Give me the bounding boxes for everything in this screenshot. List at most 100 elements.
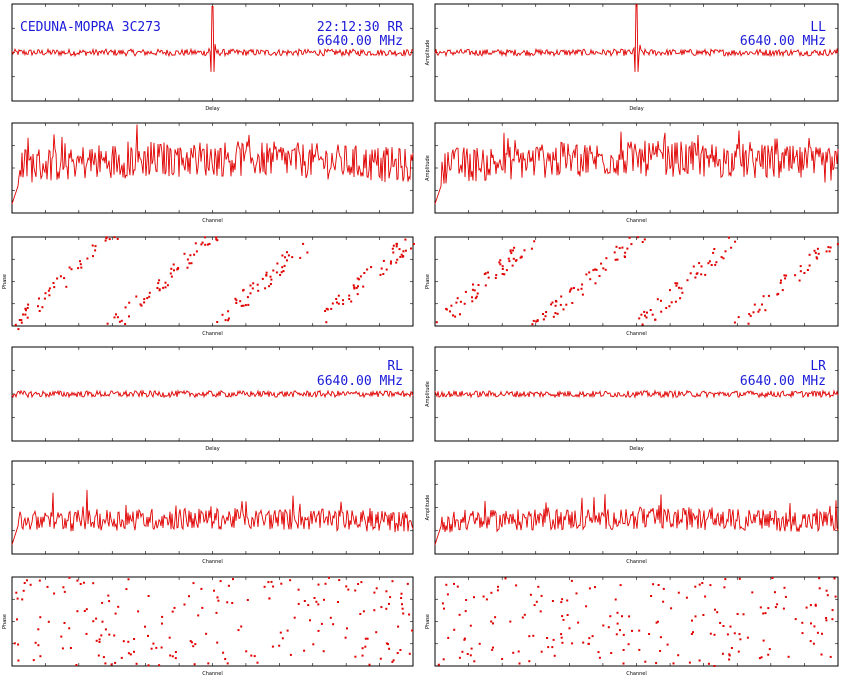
phase-point (455, 301, 458, 304)
phase-point (614, 598, 617, 601)
phase-point (330, 307, 333, 310)
phase-point (360, 581, 363, 584)
phase-point (364, 637, 367, 640)
phase-point (492, 646, 494, 649)
phase-point (458, 613, 461, 616)
phase-point (562, 308, 565, 311)
phase-point (689, 272, 692, 275)
phase-point (120, 656, 123, 659)
phase-point (124, 306, 127, 309)
lr-polarization-label: LR (810, 359, 826, 374)
phase-point (818, 587, 821, 590)
phase-point (529, 593, 532, 596)
phase-point (728, 653, 731, 656)
phase-point (544, 315, 547, 318)
phase-point (554, 299, 557, 302)
phase-point (801, 621, 804, 624)
phase-point (803, 272, 806, 274)
phase-point (106, 322, 109, 325)
phase-point (18, 319, 21, 321)
phase-point (546, 637, 549, 639)
phase-point (26, 579, 28, 582)
phase-point (626, 247, 629, 250)
phase-point (518, 662, 521, 665)
phase-point (21, 598, 24, 601)
phase-point (622, 633, 625, 636)
phase-point (356, 293, 359, 296)
phase-point (52, 282, 55, 284)
phase-point (279, 631, 282, 634)
phase-point (400, 253, 403, 256)
phase-point (127, 640, 130, 643)
phase-point (373, 591, 376, 594)
phase-point (722, 257, 725, 260)
phase-point (335, 298, 338, 300)
phase-point (738, 633, 741, 636)
phase-point (65, 285, 68, 288)
phase-point (396, 258, 399, 261)
y-axis-title: Phase (425, 274, 431, 289)
phase-point (710, 264, 713, 266)
phase-point (685, 596, 688, 599)
phase-point (622, 649, 625, 651)
phase-point (507, 257, 510, 260)
phase-point (158, 279, 161, 282)
phase-point (303, 649, 306, 652)
phase-point (249, 292, 252, 295)
phase-point (94, 249, 97, 252)
phase-point (532, 634, 535, 637)
phase-point (441, 602, 444, 605)
phase-point (565, 303, 568, 306)
phase-point (622, 662, 625, 665)
phase-point (253, 655, 256, 658)
phase-point (767, 294, 770, 297)
phase-point (698, 659, 701, 662)
phase-point (540, 594, 543, 597)
phase-point (148, 295, 151, 298)
phase-point (641, 241, 644, 243)
phase-point (810, 622, 812, 625)
phase-point (332, 623, 335, 626)
phase-point (402, 612, 405, 615)
phase-point (392, 659, 395, 662)
phase-point (195, 250, 198, 253)
phase-point (595, 268, 598, 271)
phase-point (794, 618, 797, 621)
phase-point (777, 292, 780, 295)
phase-point (456, 297, 459, 300)
phase-point (158, 664, 161, 667)
phase-point (162, 286, 165, 289)
phase-point (92, 255, 94, 258)
phase-point (63, 590, 66, 593)
phase-point (17, 659, 20, 662)
phase-point (469, 654, 472, 657)
phase-point (26, 307, 29, 309)
phase-point (660, 299, 662, 302)
phase-point (721, 652, 724, 655)
phase-point (224, 319, 227, 322)
phase-point (286, 629, 289, 632)
phase-point (101, 601, 104, 604)
phase-point (342, 303, 345, 305)
phase-point (551, 646, 554, 649)
phase-point (496, 589, 499, 592)
phase-point (227, 317, 230, 320)
phase-point (364, 645, 367, 648)
phase-point (581, 283, 584, 286)
phase-point (713, 633, 716, 636)
phase-point (450, 304, 453, 307)
phase-point (137, 610, 140, 613)
phase-point (47, 289, 50, 292)
x-axis-title: Channel (202, 218, 223, 224)
phase-point (200, 243, 203, 246)
phase-point (704, 273, 707, 276)
phase-point (437, 663, 440, 666)
y-axis-title: Phase (2, 274, 8, 289)
panel-LL-phase: Channel Phase (425, 236, 839, 337)
phase-point (133, 650, 135, 653)
phase-point (309, 619, 311, 622)
phase-point (542, 313, 544, 315)
phase-point (492, 622, 494, 625)
phase-point (505, 269, 508, 272)
phase-point (379, 657, 382, 660)
